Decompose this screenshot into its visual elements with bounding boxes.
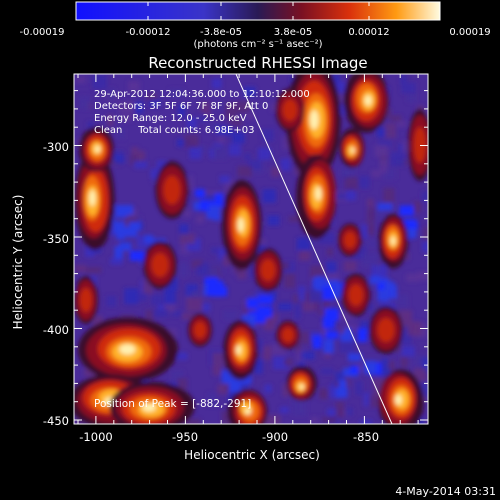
axis-ticks: [74, 74, 428, 424]
peak-position-label: Position of Peak = [-882,-291]: [94, 398, 251, 410]
image-title: Reconstructed RHESSI Image: [148, 54, 367, 72]
y-tick-label: -300: [43, 140, 69, 154]
image-plot: [74, 74, 428, 424]
info-energy-range: Energy Range: 12.0 - 25.0 keV: [94, 113, 247, 124]
x-tick-label: -950: [172, 430, 198, 444]
colorbar-tick-1: -0.00019: [20, 27, 65, 38]
footer-date: 4-May-2014 03:31: [395, 485, 496, 498]
y-tick-label: -400: [43, 323, 69, 337]
info-counts: Clean Total counts: 6.98E+03: [94, 125, 254, 136]
y-axis-label: Heliocentric Y (arcsec): [11, 195, 25, 330]
colorbar-tick-3: -3.8e-05: [200, 27, 242, 38]
colorbar-tick-5: 0.00012: [348, 27, 389, 38]
info-time-range: 29-Apr-2012 12:04:36.000 to 12:10:12.000: [94, 89, 310, 100]
colorbar: -0.00019 -0.00012 -3.8e-05 3.8e-05 0.000…: [20, 1, 491, 50]
info-block: 29-Apr-2012 12:04:36.000 to 12:10:12.000…: [94, 89, 310, 136]
solar-limb-line: [235, 74, 393, 424]
colorbar-tick-6: 0.00019: [449, 27, 490, 38]
plot-frame: [73, 73, 429, 425]
y-tick-label: -350: [43, 232, 69, 246]
emission-map: [74, 74, 428, 424]
x-tick-label: -850: [353, 430, 379, 444]
x-tick-label: -900: [262, 430, 288, 444]
colorbar-gradient: [75, 1, 441, 21]
info-detectors: Detectors: 3F 5F 6F 7F 8F 9F, Att 0: [94, 101, 268, 112]
colorbar-tick-4: 3.8e-05: [274, 27, 312, 38]
colorbar-ticks: [147, 2, 370, 20]
y-tick-label: -450: [43, 414, 69, 428]
x-axis-label: Heliocentric X (arcsec): [184, 448, 320, 462]
colorbar-tick-2: -0.00012: [126, 27, 171, 38]
colorbar-units: (photons cm⁻² s⁻¹ asec⁻²): [193, 39, 322, 50]
x-tick-label: -1000: [79, 430, 112, 444]
